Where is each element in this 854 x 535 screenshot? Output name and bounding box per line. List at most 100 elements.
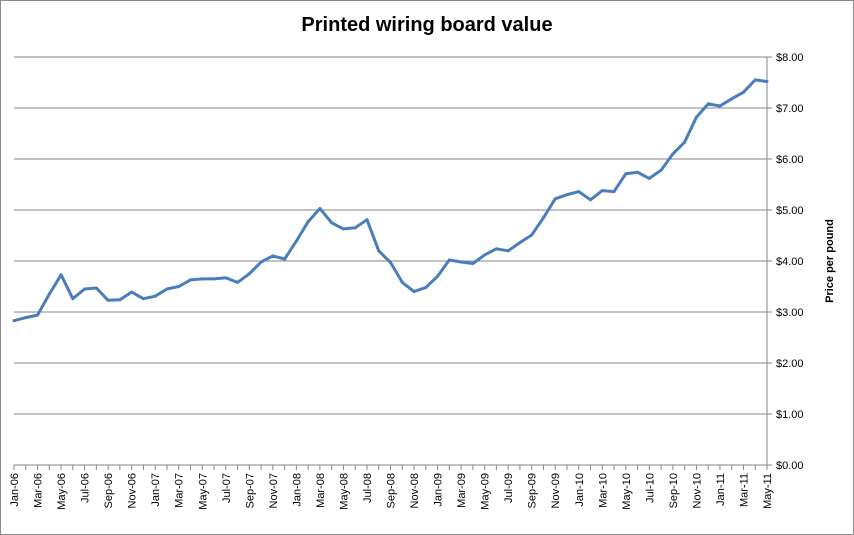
y-tick-label: $4.00 bbox=[776, 256, 804, 268]
data-point bbox=[753, 78, 757, 82]
data-point bbox=[24, 316, 28, 320]
x-tick-label: Jul-10 bbox=[644, 473, 656, 503]
x-tick-label: Jan-07 bbox=[150, 473, 162, 507]
x-tick-label: Mar-10 bbox=[597, 473, 609, 508]
data-point bbox=[271, 254, 275, 258]
data-point bbox=[330, 221, 334, 225]
x-tick-label: Nov-10 bbox=[691, 473, 703, 508]
x-tick-label: Sep-10 bbox=[668, 473, 680, 508]
data-point bbox=[153, 294, 157, 298]
data-point bbox=[200, 277, 204, 281]
x-tick-label: Mar-06 bbox=[33, 473, 45, 508]
chart-title: Printed wiring board value bbox=[301, 14, 553, 36]
data-point bbox=[741, 90, 745, 94]
data-point bbox=[706, 102, 710, 106]
data-point bbox=[647, 176, 651, 180]
data-point bbox=[188, 278, 192, 282]
data-point bbox=[59, 273, 63, 277]
x-tick-label: Jan-10 bbox=[574, 473, 586, 507]
y-axis-title: Price per pound bbox=[824, 219, 836, 303]
data-point bbox=[612, 190, 616, 194]
x-tick-label: Jul-06 bbox=[80, 473, 92, 503]
data-point bbox=[506, 249, 510, 253]
data-point bbox=[177, 285, 181, 288]
data-point bbox=[459, 260, 463, 264]
data-point bbox=[718, 104, 722, 108]
data-point bbox=[165, 287, 169, 291]
data-point bbox=[412, 290, 416, 294]
x-tick-label: Sep-06 bbox=[103, 473, 115, 508]
data-point bbox=[353, 226, 357, 230]
x-tick-label: Nov-07 bbox=[268, 473, 280, 508]
data-point bbox=[683, 140, 687, 144]
x-tick-label: May-10 bbox=[621, 473, 633, 510]
axes bbox=[13, 56, 772, 470]
data-point bbox=[71, 297, 75, 301]
data-point bbox=[283, 257, 287, 261]
data-point bbox=[389, 261, 392, 265]
data-point bbox=[530, 233, 534, 237]
data-point bbox=[436, 274, 440, 278]
y-tick-label: $8.00 bbox=[776, 52, 804, 64]
x-tick-label: Jul-08 bbox=[362, 473, 374, 503]
data-point bbox=[365, 218, 369, 222]
data-point bbox=[377, 249, 381, 253]
data-point bbox=[236, 280, 240, 284]
y-tick-label: $1.00 bbox=[776, 409, 804, 421]
x-tick-label: Nov-08 bbox=[409, 473, 421, 508]
x-tick-label: Sep-07 bbox=[244, 473, 256, 508]
x-tick-label: Mar-08 bbox=[315, 473, 327, 508]
data-point bbox=[12, 319, 16, 323]
y-tick-label: $3.00 bbox=[776, 307, 804, 319]
series-points bbox=[12, 78, 769, 323]
data-point bbox=[494, 247, 498, 251]
x-tick-label: Sep-09 bbox=[527, 473, 539, 508]
data-point bbox=[118, 298, 122, 302]
data-point bbox=[141, 297, 145, 301]
data-point bbox=[94, 286, 98, 290]
data-point bbox=[541, 216, 545, 220]
data-point bbox=[659, 168, 663, 172]
series-line bbox=[13, 78, 768, 323]
data-point bbox=[83, 287, 87, 291]
data-point bbox=[471, 262, 475, 266]
x-tick-label: Jan-09 bbox=[433, 473, 445, 507]
x-tick-labels: Jan-06 Mar-06 May-06 Jul-06 Sep-06 Nov-06 Jan-… bbox=[9, 473, 774, 510]
data-point bbox=[341, 227, 345, 231]
data-point bbox=[400, 280, 404, 284]
x-tick-label: May-09 bbox=[480, 473, 492, 510]
x-tick-label: Nov-09 bbox=[550, 473, 562, 508]
data-point bbox=[247, 272, 251, 276]
data-point bbox=[694, 115, 698, 119]
x-tick-label: Sep-08 bbox=[386, 473, 398, 508]
x-tick-label: Nov-06 bbox=[127, 473, 139, 508]
data-point bbox=[212, 277, 216, 281]
y-tick-label: $7.00 bbox=[776, 103, 804, 115]
y-tick-label: $5.00 bbox=[776, 205, 804, 217]
gridlines bbox=[14, 56, 767, 466]
data-point bbox=[47, 292, 51, 296]
x-tick-label: Jan-11 bbox=[715, 473, 727, 506]
x-tick-label: Mar-09 bbox=[456, 473, 468, 508]
x-tick-label: May-11 bbox=[762, 473, 774, 509]
x-tick-label: Mar-11 bbox=[738, 473, 750, 507]
x-tick-label: Jan-06 bbox=[9, 473, 21, 507]
data-point bbox=[518, 241, 522, 245]
y-tick-label: $0.00 bbox=[776, 460, 804, 472]
data-point bbox=[447, 258, 451, 262]
x-tick-label: Jul-07 bbox=[221, 473, 233, 503]
x-tick-label: Jan-08 bbox=[291, 473, 303, 507]
data-point bbox=[765, 79, 769, 83]
x-tick-label: Mar-07 bbox=[174, 473, 186, 508]
x-tick-label: May-06 bbox=[56, 473, 68, 510]
data-point bbox=[589, 198, 593, 202]
y-tick-labels: $0.00 $1.00 $2.00 $3.00 $4.00 $5.00 $6.00 $7.00… bbox=[776, 52, 804, 472]
data-point bbox=[624, 172, 628, 176]
data-point bbox=[577, 190, 581, 194]
y-tick-label: $2.00 bbox=[776, 358, 804, 370]
data-point bbox=[224, 276, 228, 280]
data-point bbox=[424, 286, 428, 290]
data-point bbox=[600, 189, 604, 193]
